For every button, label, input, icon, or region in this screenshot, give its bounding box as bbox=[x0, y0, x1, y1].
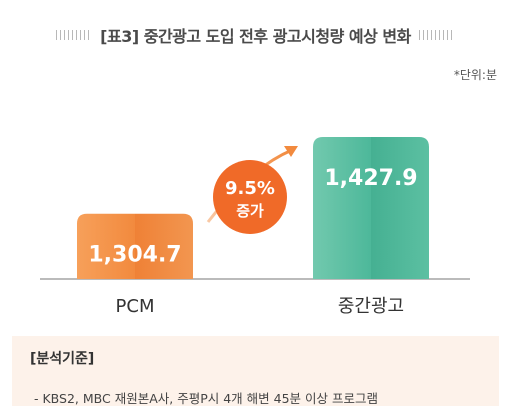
title-decoration-left bbox=[56, 30, 93, 40]
bar-value-label: 1,304.7 bbox=[88, 243, 181, 268]
category-label: 중간광고 bbox=[338, 296, 404, 317]
growth-arrow-head bbox=[284, 146, 298, 157]
analysis-note-box: [분석기준] - KBS2, MBC 재원본A사, 주평P시 4개 해변 45분… bbox=[12, 336, 499, 406]
bar-pcm bbox=[77, 213, 193, 279]
title-row: [표3] 중간광고 도입 전후 광고시청량 예상 변화 bbox=[0, 20, 511, 50]
bar-value-label: 1,427.9 bbox=[324, 166, 417, 191]
bar-chart: 1,304.7 PCM 1,427.9 중간광고 9.5% 증가 bbox=[40, 136, 470, 317]
chart-title: [표3] 중간광고 도입 전후 광고시청량 예상 변화 bbox=[100, 27, 411, 46]
analysis-note-title: [분석기준] bbox=[30, 351, 95, 367]
growth-badge bbox=[213, 160, 287, 234]
growth-percent: 9.5% bbox=[225, 178, 275, 199]
bar-mid-ad bbox=[313, 136, 429, 279]
title-decoration-right bbox=[418, 30, 455, 40]
analysis-note-text: - KBS2, MBC 재원본A사, 주평P시 4개 해변 45분 이상 프로그… bbox=[34, 391, 378, 406]
unit-note: *단위:분 bbox=[453, 68, 497, 82]
category-label: PCM bbox=[116, 296, 155, 317]
growth-label: 증가 bbox=[236, 202, 264, 220]
